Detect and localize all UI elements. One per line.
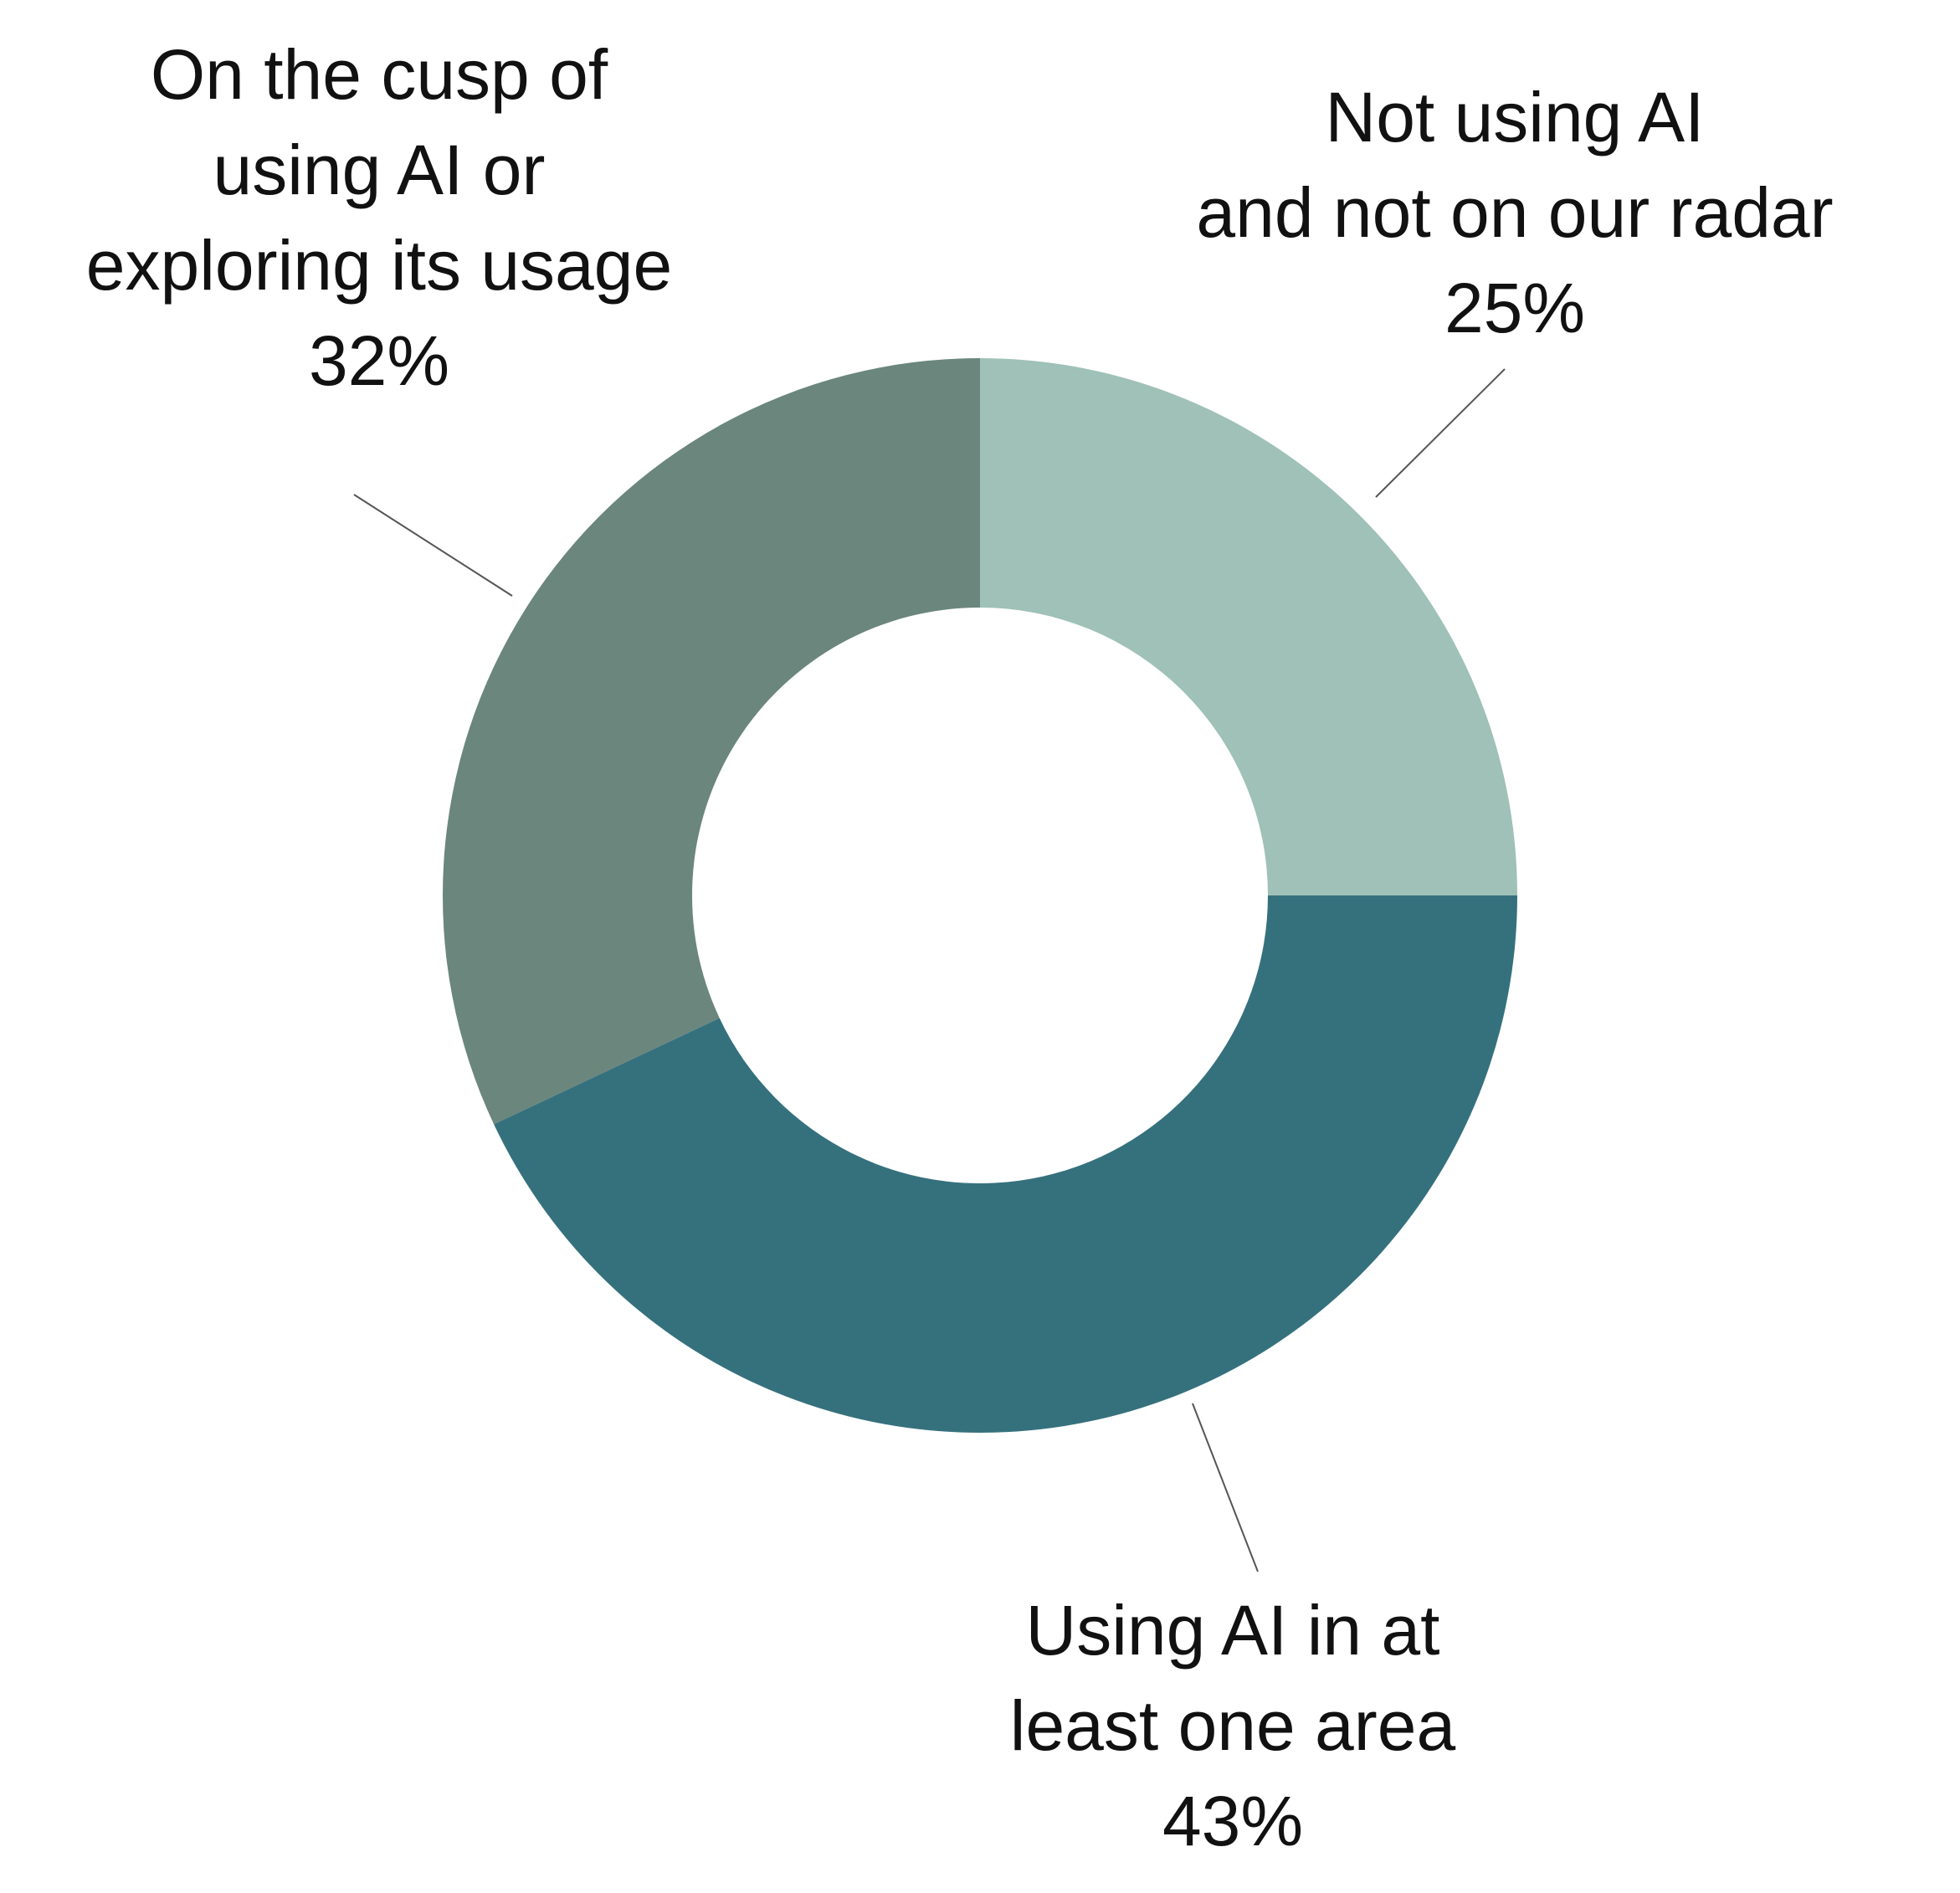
donut-slice [980,358,1517,895]
donut-slice [442,357,980,1125]
value-label: 25% [1444,269,1585,347]
slice-label: Using AI in at least one area [1010,1591,1456,1765]
leader-line [1375,368,1506,498]
leader-line [353,494,513,597]
leader-line [1192,1403,1259,1572]
value-label: 32% [309,321,449,400]
donut-slice [494,895,1517,1433]
value-label: 43% [1162,1782,1303,1860]
slice-label: On the cusp of using AI or exploring its u… [86,35,672,305]
slice-label: Not using AI and not on our radar [1196,78,1833,252]
